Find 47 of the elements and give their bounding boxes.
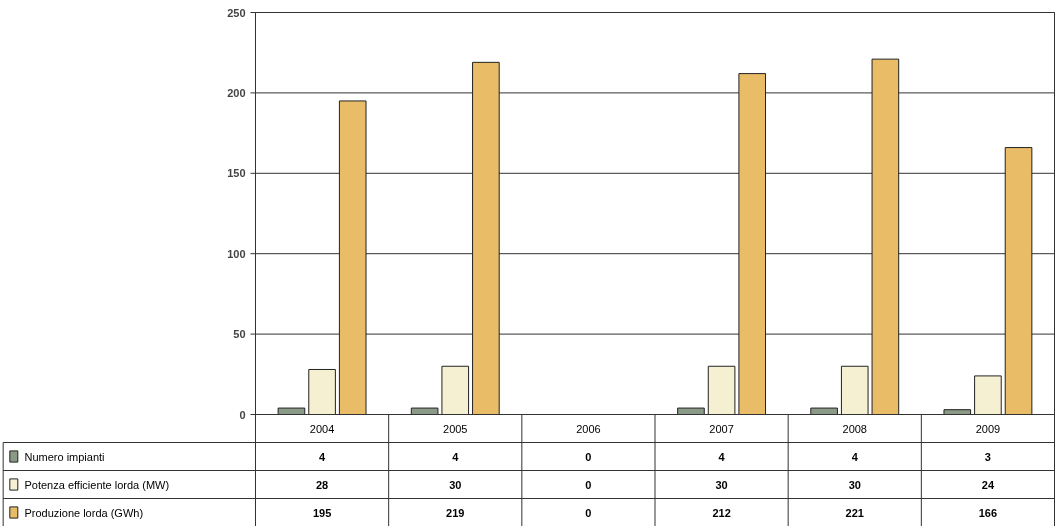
- bar: [277, 407, 306, 415]
- x-tick-label: 2009: [975, 422, 1001, 435]
- data-label: 0: [585, 450, 592, 463]
- y-tick-label: 0: [239, 408, 246, 421]
- data-label: 30: [449, 478, 462, 491]
- data-label: 4: [452, 450, 460, 463]
- y-tick-label: 200: [227, 86, 246, 99]
- legend-label: Potenza efficiente lorda (MW): [24, 478, 170, 491]
- bar: [410, 407, 439, 415]
- data-label: 4: [718, 450, 726, 463]
- data-label: 219: [446, 506, 465, 519]
- y-tick-label: 50: [233, 328, 246, 341]
- bar: [308, 368, 336, 415]
- bar: [707, 365, 736, 415]
- data-label: 0: [585, 506, 592, 519]
- data-label: 195: [312, 506, 332, 519]
- y-tick-label: 100: [227, 247, 246, 260]
- data-label: 3: [984, 450, 991, 463]
- bar: [738, 73, 767, 415]
- bar: [472, 61, 500, 415]
- bar: [974, 375, 1002, 415]
- x-tick-label: 2006: [576, 422, 601, 435]
- bar: [871, 58, 900, 415]
- data-label: 4: [851, 450, 859, 463]
- bar: [840, 365, 869, 415]
- bar: [441, 365, 470, 415]
- data-label: 30: [715, 478, 728, 491]
- data-label: 212: [712, 506, 731, 519]
- data-label: 0: [585, 478, 592, 491]
- bar: [338, 100, 367, 415]
- y-tick-label: 150: [227, 167, 246, 180]
- data-label: 166: [978, 506, 998, 519]
- bar: [810, 407, 838, 415]
- data-label: 4: [319, 450, 327, 463]
- data-label: 24: [981, 478, 995, 491]
- bar: [677, 407, 705, 415]
- data-label: 30: [848, 478, 861, 491]
- data-label: 221: [845, 506, 864, 519]
- legend-label: Numero impianti: [24, 450, 105, 463]
- x-tick-label: 2008: [842, 422, 867, 435]
- x-tick-label: 2004: [309, 422, 335, 435]
- bar: [1004, 147, 1033, 415]
- legend-label: Produzione lorda (GWh): [24, 506, 144, 519]
- y-tick-label: 250: [227, 6, 246, 19]
- x-tick-label: 2007: [709, 422, 734, 435]
- data-label: 28: [315, 478, 329, 491]
- x-tick-label: 2005: [443, 422, 468, 435]
